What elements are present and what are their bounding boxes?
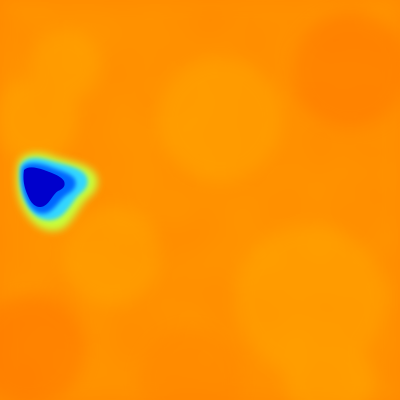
texture-blobs — [0, 12, 400, 400]
cold-anomaly — [16, 152, 98, 232]
anomaly-core — [23, 167, 65, 208]
